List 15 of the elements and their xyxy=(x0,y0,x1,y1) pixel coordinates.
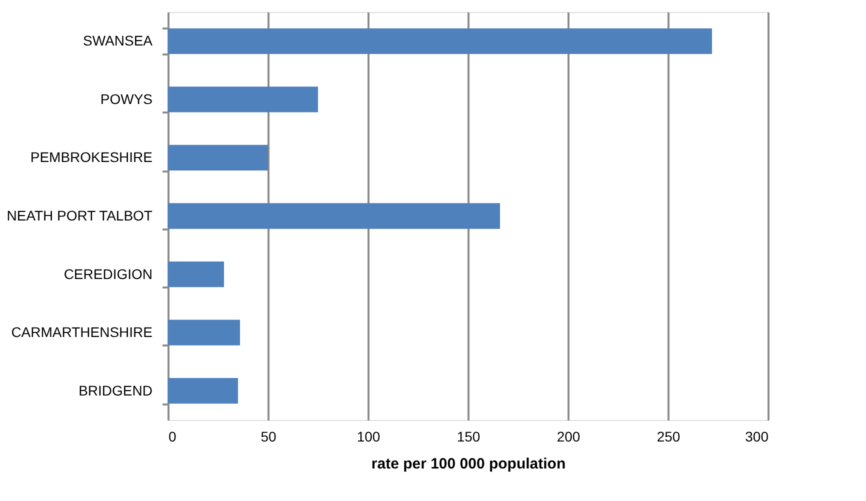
x-tick-label: 250 xyxy=(656,428,680,444)
y-tick-label: SWANSEA xyxy=(83,32,154,49)
x-tick-label: 200 xyxy=(556,428,580,444)
x-tick-label: 0 xyxy=(168,428,176,444)
x-tick-label: 300 xyxy=(745,428,769,444)
x-tick-label: 100 xyxy=(356,428,380,444)
x-axis-title: rate per 100 000 population xyxy=(371,456,566,472)
x-tick-label: 150 xyxy=(456,428,480,444)
y-tick-label: NEATH PORT TALBOT xyxy=(6,208,153,224)
x-tick-label: 50 xyxy=(260,428,276,444)
y-tick-label: PEMBROKESHIRE xyxy=(30,149,152,166)
y-tick-label: BRIDGEND xyxy=(78,382,152,398)
y-tick-label: CEREDIGION xyxy=(64,266,152,282)
y-tick-label: CARMARTHENSHIRE xyxy=(11,324,152,340)
y-tick-label: POWYS xyxy=(100,90,152,107)
